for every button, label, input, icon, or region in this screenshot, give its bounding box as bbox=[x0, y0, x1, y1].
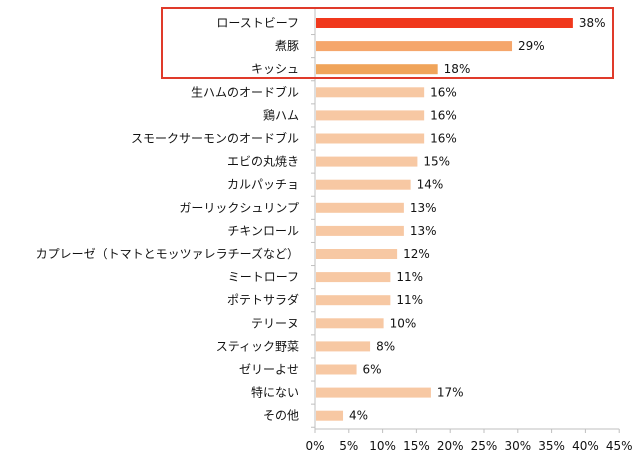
highlight-box bbox=[161, 7, 614, 79]
x-tick-label: 10% bbox=[369, 439, 396, 453]
data-label: 38% bbox=[579, 16, 606, 30]
category-label: その他 bbox=[263, 409, 299, 423]
category-label: スモークサーモンのオードブル bbox=[131, 131, 299, 146]
category-label: カプレーゼ（トマトとモッツァレラチーズなど） bbox=[36, 246, 299, 261]
x-tick-label: 15% bbox=[403, 439, 430, 453]
category-label: ポテトサラダ bbox=[227, 292, 299, 307]
bar bbox=[316, 387, 431, 398]
category-label: チキンロール bbox=[227, 224, 299, 238]
data-label: 8% bbox=[376, 339, 395, 353]
data-label: 29% bbox=[518, 39, 545, 53]
data-label: 15% bbox=[423, 155, 450, 169]
category-label: エビの丸焼き bbox=[227, 155, 299, 169]
bar bbox=[316, 64, 438, 75]
data-label: 4% bbox=[349, 409, 368, 423]
category-label: ゼリーよせ bbox=[239, 363, 299, 377]
bar bbox=[316, 18, 573, 28]
category-label: 特にない bbox=[251, 385, 299, 400]
category-label: ミートローフ bbox=[228, 270, 299, 284]
bar bbox=[316, 364, 357, 375]
bar bbox=[316, 87, 425, 98]
x-tick-label: 35% bbox=[538, 439, 565, 453]
x-tick-label: 30% bbox=[504, 439, 531, 453]
data-label: 12% bbox=[403, 247, 430, 261]
bar bbox=[316, 318, 384, 329]
data-labels: 38% 29% 18% 16% 16% 16% 15% 14% 13% 13% 12% 11% 11% 1… bbox=[349, 16, 606, 423]
x-tick-label: 0% bbox=[305, 439, 324, 453]
category-label: テリーヌ bbox=[251, 316, 299, 330]
bar bbox=[316, 341, 371, 352]
category-label: ガーリックシュリンプ bbox=[179, 201, 299, 215]
x-tick-label: 20% bbox=[437, 439, 464, 453]
data-label: 14% bbox=[417, 178, 444, 192]
bar bbox=[316, 272, 391, 283]
category-label: 鶏ハム bbox=[263, 108, 299, 122]
data-label: 11% bbox=[396, 270, 423, 284]
category-label: スティック野菜 bbox=[216, 339, 299, 353]
x-axis: 0% 5% 10% 15% 20% 25% 30% 35% 40% 45% bbox=[305, 8, 633, 453]
bars bbox=[316, 18, 573, 421]
category-label: 生ハムのオードブル bbox=[191, 84, 299, 99]
category-label: カルパッチョ bbox=[227, 178, 299, 192]
data-label: 11% bbox=[396, 293, 423, 307]
bar bbox=[316, 410, 344, 421]
data-label: 16% bbox=[430, 132, 457, 146]
data-label: 16% bbox=[430, 85, 457, 99]
x-tick-label: 40% bbox=[572, 439, 599, 453]
bar bbox=[316, 225, 404, 236]
category-label: ローストビーフ bbox=[216, 16, 299, 30]
bar bbox=[316, 110, 425, 121]
data-label: 10% bbox=[390, 316, 417, 330]
data-label: 18% bbox=[444, 62, 471, 76]
data-label: 13% bbox=[410, 224, 437, 238]
x-tick-label: 25% bbox=[471, 439, 498, 453]
category-label: キッシュ bbox=[251, 62, 299, 76]
bar bbox=[316, 133, 425, 144]
bar bbox=[316, 295, 391, 306]
category-label: 煮豚 bbox=[275, 39, 299, 53]
data-label: 17% bbox=[437, 386, 464, 400]
data-label: 6% bbox=[363, 363, 382, 377]
category-labels: ローストビーフ煮豚キッシュ生ハムのオードブル鶏ハムスモークサーモンのオードブルエ… bbox=[36, 16, 299, 423]
bar bbox=[316, 249, 398, 259]
data-label: 13% bbox=[410, 201, 437, 215]
bar bbox=[316, 179, 411, 190]
x-tick-label: 45% bbox=[606, 439, 633, 453]
bar bbox=[316, 202, 404, 213]
data-label: 16% bbox=[430, 108, 457, 122]
x-tick-label: 5% bbox=[339, 439, 358, 453]
bar bbox=[316, 156, 418, 167]
bar bbox=[316, 41, 513, 52]
